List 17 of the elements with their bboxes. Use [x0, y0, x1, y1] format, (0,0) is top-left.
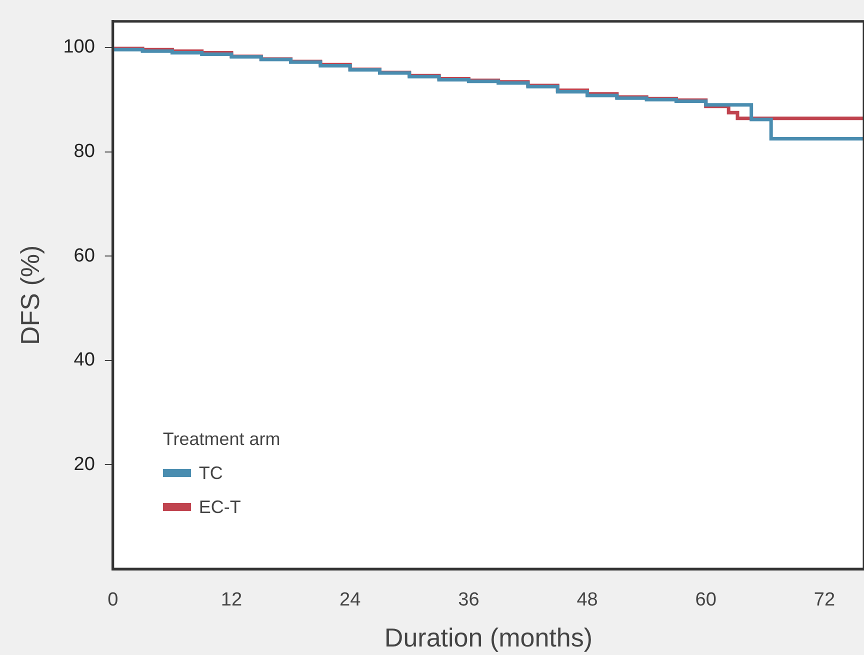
y-tick-label: 80: [74, 141, 95, 162]
y-tick-label: 20: [74, 454, 95, 475]
legend-label: TC: [198, 462, 223, 485]
y-axis-title: DFS (%): [14, 245, 45, 346]
y-tick-label: 40: [74, 350, 95, 371]
y-tick-label: 60: [74, 245, 95, 266]
x-tick-label: 24: [340, 590, 362, 611]
x-tick-label: 12: [220, 590, 242, 611]
x-tick-label: 72: [814, 590, 836, 611]
legend-label: EC-T: [198, 496, 241, 519]
x-tick-label: 48: [576, 590, 598, 611]
x-tick-label: 60: [695, 590, 716, 611]
legend-title: Treatment arm: [162, 428, 280, 451]
x-tick-label: 36: [458, 590, 480, 611]
x-axis-title: Duration (months): [384, 622, 592, 653]
y-tick-label: 100: [63, 36, 95, 58]
x-tick-label: 0: [108, 590, 118, 611]
